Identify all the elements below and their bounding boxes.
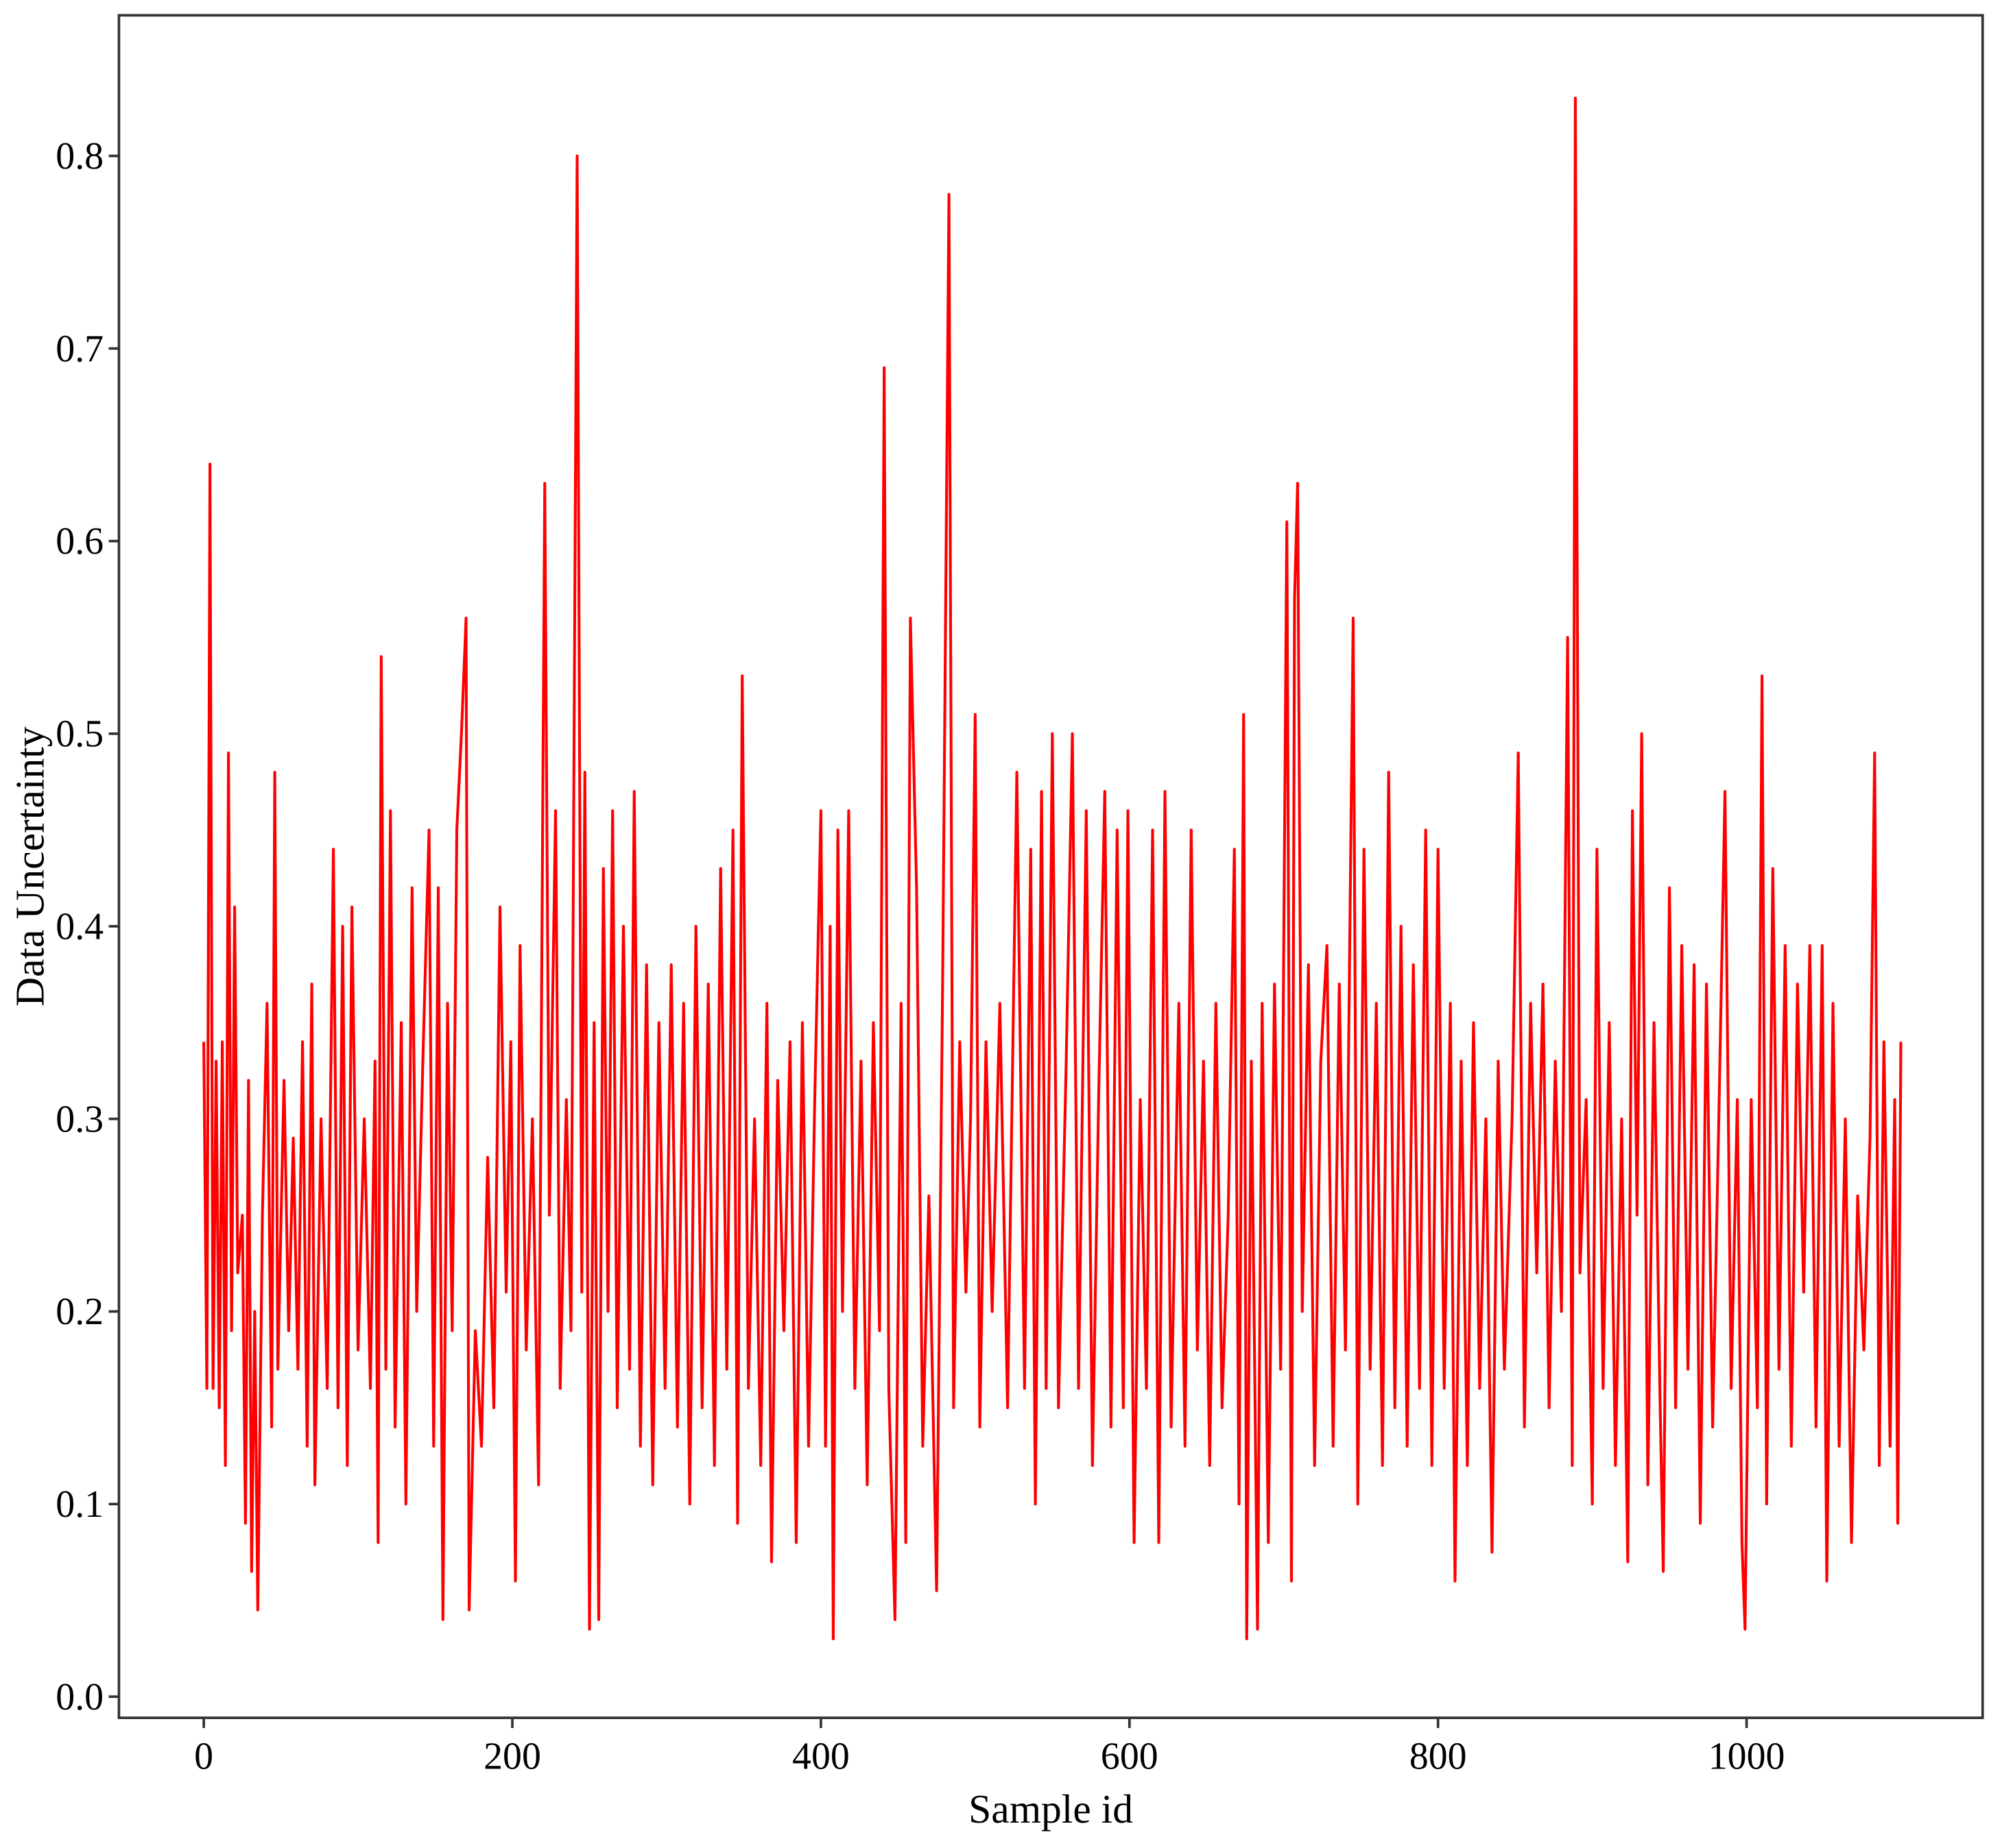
plot-frame [117, 14, 1984, 1720]
y-tick-label: 0.6 [56, 520, 104, 563]
y-tick-label: 0.0 [56, 1676, 104, 1718]
x-tick-label: 600 [1101, 1736, 1158, 1778]
x-tick-label: 0 [194, 1736, 213, 1778]
y-tick-label: 0.8 [56, 135, 104, 178]
data-line [202, 97, 1903, 1641]
y-axis-title: Data Uncertainty [8, 726, 53, 1007]
y-tick-label: 0.4 [56, 905, 104, 948]
y-tick-label: 0.3 [56, 1098, 104, 1140]
x-tick-label: 200 [484, 1736, 541, 1778]
y-tick-label: 0.7 [56, 328, 104, 370]
y-tick-label: 0.1 [56, 1483, 104, 1526]
x-tick-label: 800 [1409, 1736, 1467, 1778]
x-tick-label: 1000 [1708, 1736, 1785, 1778]
x-tick-label: 400 [792, 1736, 850, 1778]
y-tick-label: 0.2 [56, 1291, 104, 1333]
x-axis-title: Sample id [968, 1786, 1133, 1832]
y-tick-label: 0.5 [56, 713, 104, 756]
